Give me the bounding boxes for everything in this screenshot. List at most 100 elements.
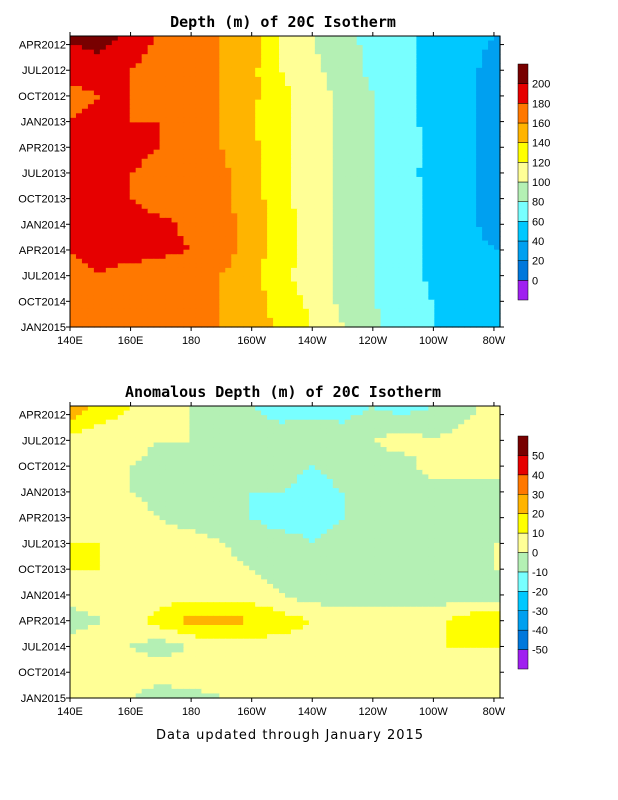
field-cell	[141, 126, 149, 133]
field-cell	[207, 145, 214, 151]
field-cell	[428, 126, 435, 133]
field-cell	[255, 195, 262, 201]
field-cell	[231, 240, 238, 246]
field-cell	[285, 217, 292, 224]
field-cell	[428, 213, 435, 219]
field-cell	[308, 240, 316, 246]
field-cell	[392, 108, 400, 114]
field-cell	[398, 410, 406, 416]
field-cell	[326, 99, 334, 105]
field-cell	[494, 267, 501, 274]
field-cell	[279, 245, 286, 251]
field-cell	[464, 406, 471, 412]
field-cell	[165, 40, 173, 46]
field-cell	[285, 263, 292, 269]
field-cell	[350, 81, 358, 87]
field-cell	[488, 99, 495, 105]
field-cell	[237, 36, 244, 42]
field-cell	[386, 104, 394, 110]
field-cell	[452, 222, 459, 228]
field-cell	[464, 90, 471, 96]
field-cell	[392, 163, 400, 169]
field-cell	[111, 145, 119, 151]
field-cell	[296, 190, 304, 196]
field-cell	[386, 63, 394, 69]
field-cell	[189, 158, 197, 164]
field-cell	[111, 281, 119, 287]
field-cell	[117, 317, 125, 324]
field-cell	[314, 63, 322, 69]
field-cell	[111, 195, 119, 201]
field-cell	[380, 410, 388, 416]
field-cell	[338, 145, 346, 151]
field-cell	[219, 204, 226, 210]
field-cell	[231, 249, 238, 255]
field-cell	[416, 54, 423, 60]
field-cell	[320, 276, 328, 283]
field-cell	[135, 304, 143, 310]
field-cell	[320, 108, 328, 114]
field-cell	[404, 299, 412, 305]
field-cell	[350, 167, 358, 174]
field-cell	[476, 295, 483, 301]
field-cell	[165, 67, 173, 73]
field-cell	[446, 245, 453, 251]
field-cell	[189, 195, 197, 201]
field-cell	[279, 126, 286, 133]
field-cell	[332, 272, 340, 278]
field-cell	[326, 226, 334, 233]
field-cell	[350, 281, 358, 287]
field-cell	[350, 267, 358, 274]
field-cell	[87, 263, 95, 269]
field-cell	[428, 419, 435, 425]
field-cell	[195, 131, 202, 137]
field-cell	[314, 95, 322, 101]
field-cell	[159, 181, 167, 187]
field-cell	[165, 290, 173, 296]
field-cell	[135, 122, 143, 128]
field-cell	[117, 58, 125, 64]
field-cell	[428, 76, 435, 83]
field-cell	[147, 63, 155, 69]
field-cell	[350, 236, 358, 242]
field-cell	[177, 286, 185, 292]
field-cell	[267, 36, 274, 42]
field-cell	[87, 63, 95, 69]
field-cell	[302, 195, 310, 201]
field-cell	[93, 290, 101, 296]
field-cell	[410, 186, 417, 192]
field-cell	[111, 286, 119, 292]
field-cell	[135, 415, 143, 421]
field-cell	[183, 240, 191, 246]
field-cell	[440, 58, 447, 64]
field-cell	[273, 95, 280, 101]
field-cell	[362, 81, 370, 87]
field-cell	[464, 313, 471, 319]
field-cell	[189, 163, 197, 169]
field-cell	[494, 199, 501, 205]
field-cell	[99, 424, 107, 430]
field-cell	[165, 63, 173, 69]
field-cell	[207, 154, 214, 160]
field-cell	[494, 322, 501, 328]
field-cell	[75, 222, 83, 228]
field-cell	[476, 131, 483, 137]
field-cell	[75, 186, 83, 192]
field-cell	[207, 419, 214, 425]
field-cell	[165, 76, 173, 83]
field-cell	[332, 63, 340, 69]
field-cell	[380, 95, 388, 101]
field-cell	[237, 126, 244, 133]
field-cell	[267, 245, 274, 251]
field-cell	[153, 290, 161, 296]
field-cell	[207, 313, 214, 319]
field-cell	[386, 267, 394, 274]
field-cell	[458, 136, 465, 142]
field-cell	[374, 90, 382, 96]
field-cell	[386, 117, 394, 123]
colorbar-swatch	[517, 221, 529, 242]
field-cell	[243, 249, 250, 255]
field-cell	[195, 117, 202, 123]
field-cell	[183, 181, 191, 187]
field-cell	[470, 122, 477, 128]
